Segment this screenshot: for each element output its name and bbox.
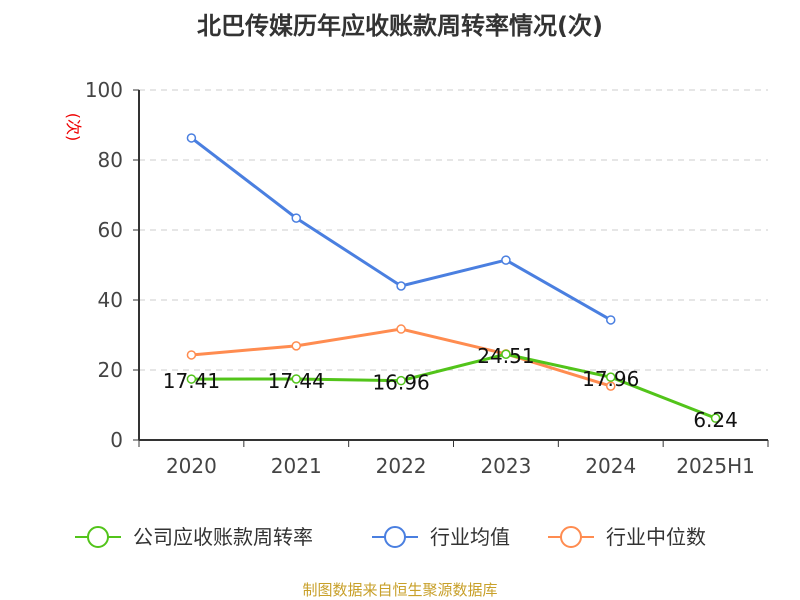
data-point (501, 255, 511, 265)
legend-marker (384, 526, 406, 548)
data-point (606, 372, 616, 382)
data-point (291, 213, 301, 223)
data-point (186, 374, 197, 384)
data-label: 17.41 (163, 369, 220, 393)
data-point (186, 350, 197, 360)
legend-label: 公司应收账款周转率 (133, 525, 313, 549)
data-label: 24.51 (477, 344, 534, 368)
x-tick-label: 2023 (480, 454, 531, 478)
series-line (190, 136, 612, 322)
data-point (710, 413, 721, 423)
chart-title: 北巴传媒历年应收账款周转率情况(次) (197, 12, 603, 40)
legend-label: 行业中位数 (606, 525, 706, 549)
series-line (191, 352, 717, 420)
data-point (396, 324, 406, 334)
x-tick-label: 2021 (271, 454, 322, 478)
x-tick-label: 2020 (166, 454, 217, 478)
legend-marker (87, 526, 109, 548)
y-axis-label: (次) (64, 113, 83, 142)
y-tick-label: 40 (98, 288, 123, 312)
data-label: 16.96 (372, 371, 429, 395)
legend-label: 行业均值 (430, 525, 510, 549)
data-label: 6.24 (693, 408, 738, 432)
data-point (396, 375, 406, 386)
data-point (606, 315, 616, 325)
source-note: 制图数据来自恒生聚源数据库 (302, 581, 497, 599)
y-tick-label: 0 (110, 428, 123, 452)
data-label: 17.96 (582, 367, 639, 391)
y-tick-label: 20 (98, 358, 123, 382)
data-point (396, 281, 406, 291)
y-tick-label: 60 (98, 218, 123, 242)
data-label: 17.44 (268, 369, 325, 393)
data-point (186, 133, 197, 143)
data-point (606, 381, 616, 391)
x-tick-label: 2024 (585, 454, 636, 478)
data-point (501, 349, 511, 359)
y-tick-label: 80 (98, 148, 123, 172)
data-point (291, 341, 301, 351)
x-tick-label: 2022 (376, 454, 427, 478)
x-tick-label: 2025H1 (676, 454, 755, 478)
data-point (291, 374, 301, 384)
y-tick-label: 100 (85, 78, 123, 102)
legend-marker (560, 526, 582, 548)
